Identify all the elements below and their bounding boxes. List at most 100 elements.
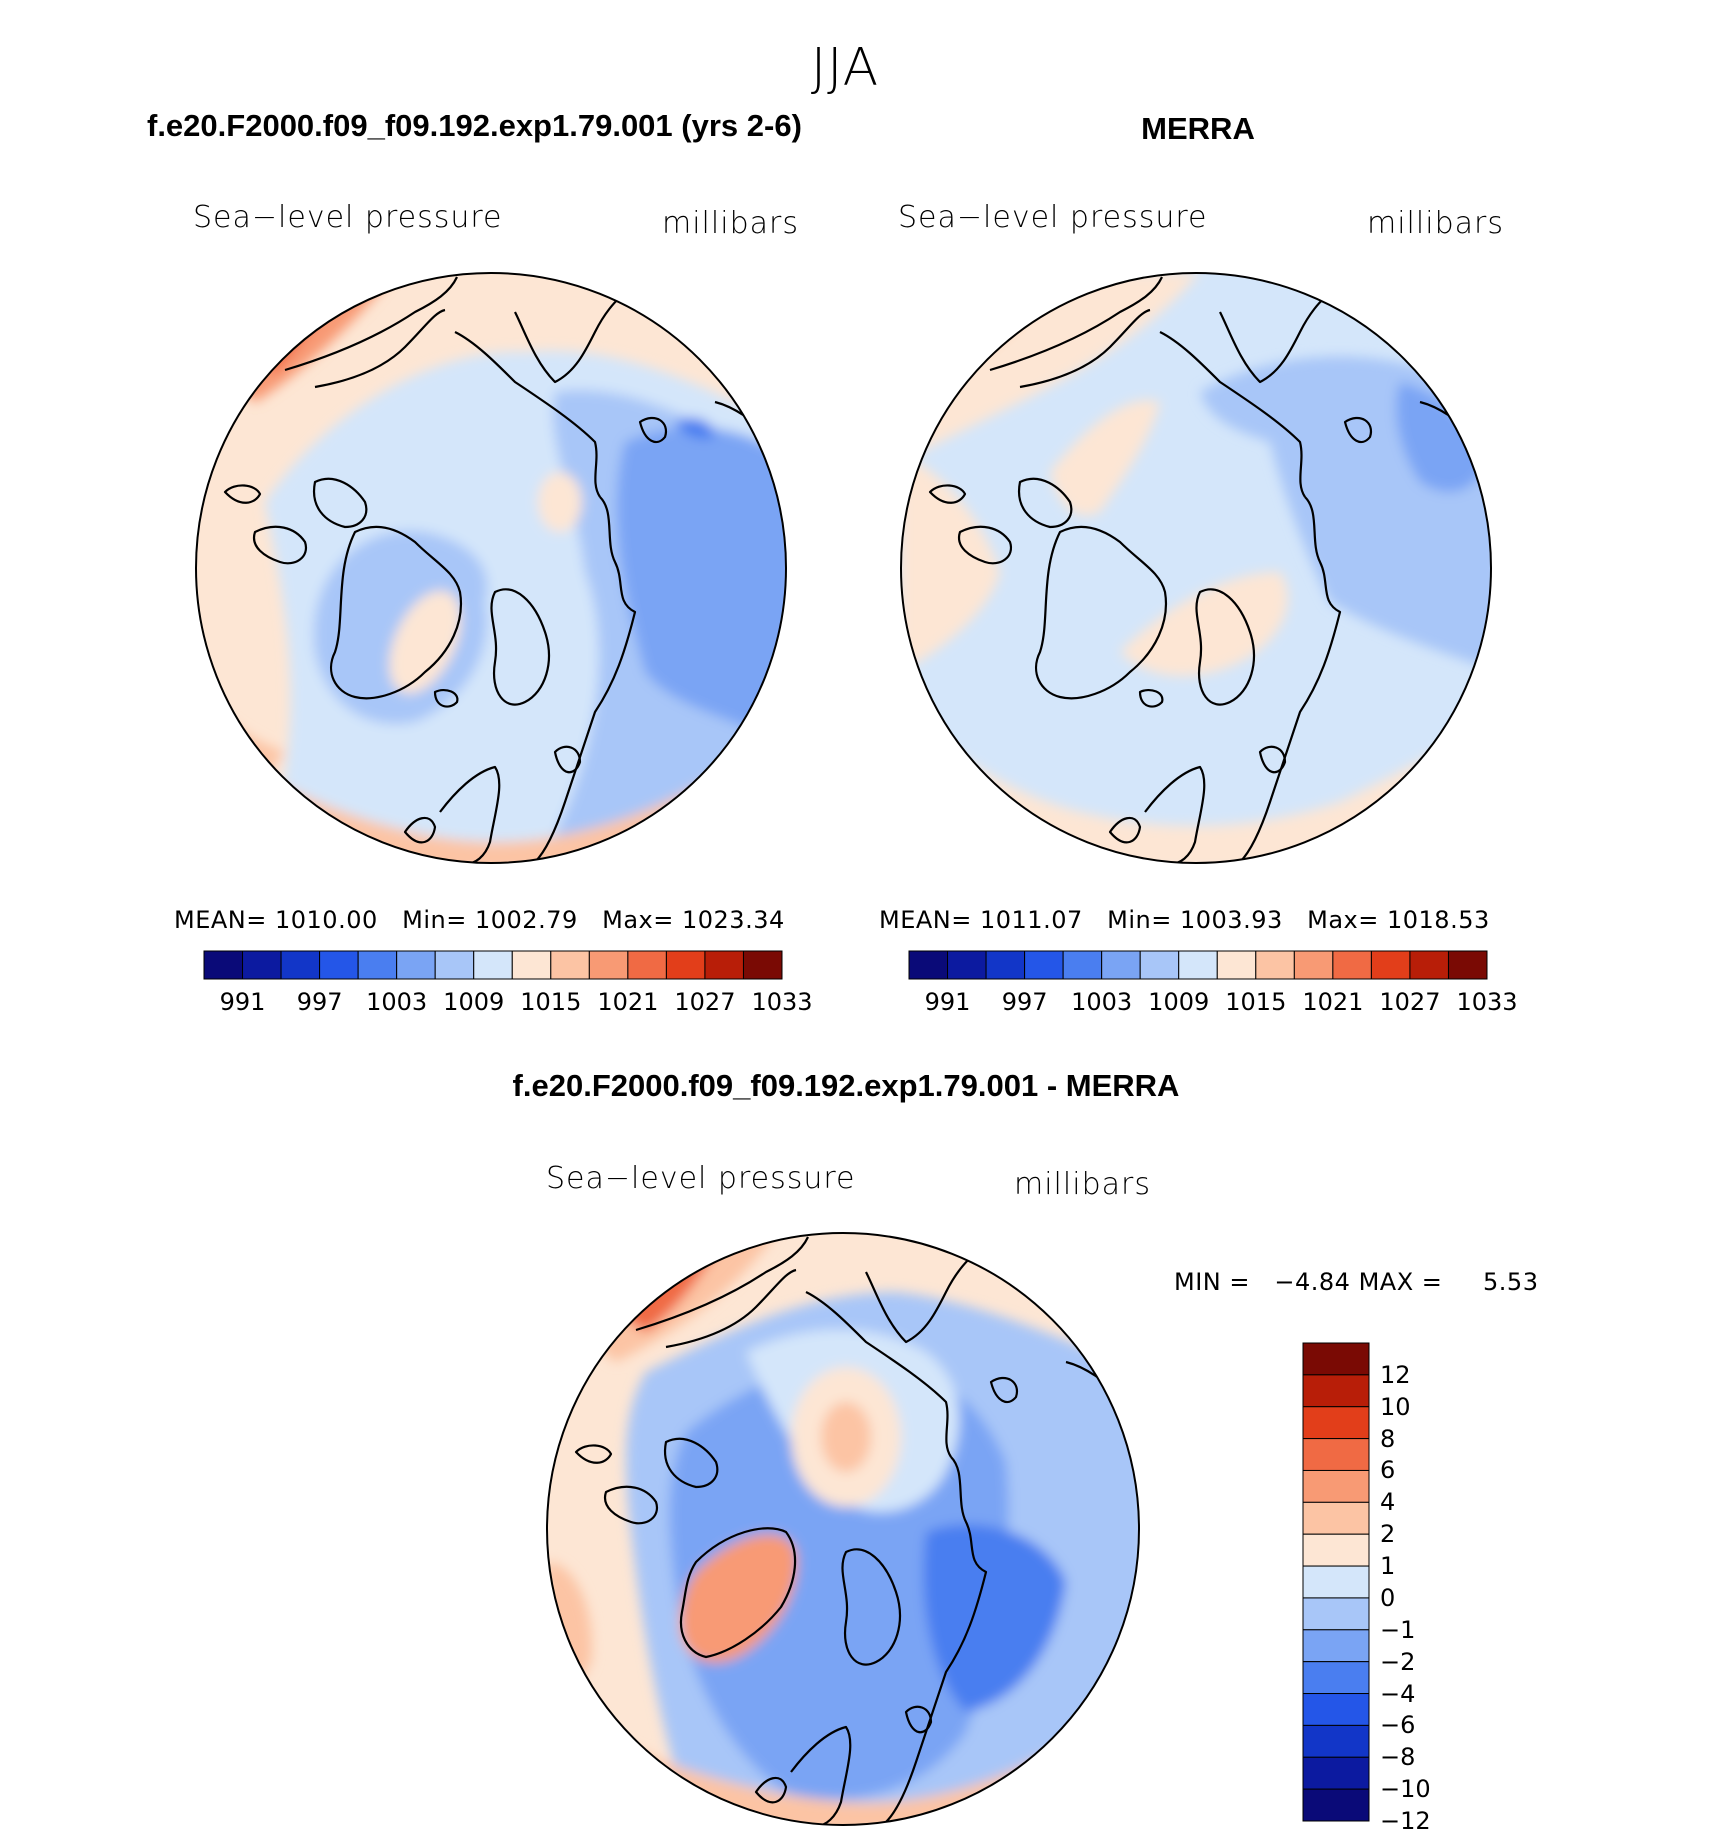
diff-colorbar-ticks: 12 10 8 6 4 2 1 0 −1 −2 −4 −6 −8 −10 −12 xyxy=(1380,1342,1460,1835)
obs-min-label: Min= xyxy=(1107,906,1172,934)
obs-variable-label: Sea−level pressure xyxy=(898,200,1208,235)
model-colorbar-swatch xyxy=(357,950,398,980)
obs-colorbar-tick-label: 997 xyxy=(1001,988,1048,1016)
model-variable-label: Sea−level pressure xyxy=(193,200,503,235)
obs-stats: MEAN= 1011.07 Min= 1003.93 Max= 1018.53 xyxy=(879,906,1490,934)
diff-min-value: −4.84 xyxy=(1274,1268,1351,1296)
diff-colorbar-swatch xyxy=(1302,1342,1370,1376)
diff-colorbar-tick-label: −2 xyxy=(1380,1647,1416,1676)
diff-max-label: MAX = xyxy=(1358,1268,1443,1296)
model-colorbar-swatch xyxy=(704,950,744,980)
model-panel-title: f.e20.F2000.f09_f09.192.exp1.79.001 (yrs… xyxy=(147,108,802,143)
obs-colorbar-swatch xyxy=(1101,950,1141,980)
obs-colorbar-swatch xyxy=(947,950,987,980)
figure-title: JJA xyxy=(810,38,880,98)
model-colorbar-swatch xyxy=(588,950,629,980)
model-colorbar-tick-label: 1027 xyxy=(674,988,736,1016)
diff-colorbar-swatch xyxy=(1302,1661,1370,1695)
diff-colorbar-swatch xyxy=(1302,1597,1370,1631)
diff-colorbar-swatch xyxy=(1302,1469,1370,1503)
model-colorbar-tick-label: 1015 xyxy=(520,988,582,1016)
obs-colorbar-swatch xyxy=(1178,950,1218,980)
model-colorbar-tick-label: 997 xyxy=(296,988,343,1016)
obs-colorbar-swatch xyxy=(908,950,949,980)
diff-colorbar-tick-label: 8 xyxy=(1380,1424,1396,1453)
obs-colorbar-ticks: 991 997 1003 1009 1015 1021 1027 1033 xyxy=(908,988,1518,1018)
model-stats: MEAN= 1010.00 Min= 1002.79 Max= 1023.34 xyxy=(174,906,785,934)
obs-colorbar-swatch xyxy=(985,950,1026,980)
diff-stats: MIN = −4.84 MAX = 5.53 xyxy=(1174,1268,1538,1296)
obs-colorbar-swatch xyxy=(1216,950,1257,980)
model-min-label: Min= xyxy=(402,906,467,934)
model-map-border xyxy=(195,272,787,864)
diff-max-value: 5.53 xyxy=(1483,1268,1539,1296)
diff-colorbar-tick-label: −8 xyxy=(1380,1743,1416,1772)
diff-variable-label: Sea−level pressure xyxy=(546,1161,856,1196)
diff-polar-map xyxy=(546,1232,1140,1826)
diff-min-label: MIN = xyxy=(1174,1268,1250,1296)
diff-units-label: millibars xyxy=(1014,1167,1151,1202)
obs-colorbar-tick-label: 1033 xyxy=(1456,988,1518,1016)
model-colorbar-ticks: 991 997 1003 1009 1015 1021 1027 1033 xyxy=(203,988,813,1018)
diff-colorbar-tick-label: 4 xyxy=(1380,1488,1396,1517)
model-colorbar-swatch xyxy=(203,950,244,980)
obs-mean-label: MEAN= xyxy=(879,906,972,934)
obs-min-value: 1003.93 xyxy=(1179,906,1283,934)
obs-colorbar-swatch xyxy=(1293,950,1334,980)
diff-colorbar-swatch xyxy=(1302,1501,1370,1535)
diff-colorbar-tick-label: −6 xyxy=(1380,1711,1416,1740)
obs-colorbar-tick-label: 1015 xyxy=(1225,988,1287,1016)
obs-max-value: 1018.53 xyxy=(1387,906,1490,934)
model-colorbar-tick-label: 1021 xyxy=(597,988,659,1016)
diff-colorbar-swatch xyxy=(1302,1756,1370,1790)
model-colorbar-swatch xyxy=(319,950,359,980)
diff-colorbar-swatch xyxy=(1302,1724,1370,1758)
model-pressure-field xyxy=(196,273,786,863)
model-colorbar-swatch xyxy=(280,950,321,980)
model-colorbar-swatch xyxy=(396,950,436,980)
obs-map-border xyxy=(900,272,1492,864)
obs-colorbar-swatch xyxy=(1332,950,1372,980)
diff-colorbar-swatch xyxy=(1302,1438,1370,1471)
obs-colorbar-swatch xyxy=(1062,950,1103,980)
obs-colorbar-swatch xyxy=(1139,950,1180,980)
obs-colorbar-tick-label: 1021 xyxy=(1302,988,1364,1016)
model-colorbar-swatch xyxy=(473,950,513,980)
obs-colorbar-tick-label: 1009 xyxy=(1148,988,1210,1016)
obs-pressure-field xyxy=(901,273,1491,863)
model-mean-label: MEAN= xyxy=(174,906,267,934)
diff-colorbar-tick-label: −12 xyxy=(1380,1807,1431,1835)
model-units-label: millibars xyxy=(662,206,799,241)
diff-colorbar-swatch xyxy=(1302,1693,1370,1726)
obs-polar-map xyxy=(900,272,1492,864)
model-colorbar-swatch xyxy=(242,950,282,980)
diff-colorbar-swatch xyxy=(1302,1406,1370,1440)
model-colorbar-swatch xyxy=(550,950,590,980)
diff-colorbar-tick-label: 2 xyxy=(1380,1520,1396,1549)
model-min-value: 1002.79 xyxy=(474,906,578,934)
obs-colorbar-tick-label: 991 xyxy=(924,988,971,1016)
model-colorbar-tick-label: 1009 xyxy=(443,988,505,1016)
diff-colorbar-swatch xyxy=(1302,1374,1370,1408)
model-colorbar-swatch xyxy=(665,950,706,980)
model-colorbar-tick-label: 991 xyxy=(219,988,266,1016)
obs-colorbar-swatch xyxy=(1255,950,1295,980)
model-colorbar xyxy=(203,950,783,980)
model-colorbar-swatch xyxy=(742,950,783,980)
obs-colorbar-tick-label: 1027 xyxy=(1379,988,1441,1016)
model-max-value: 1023.34 xyxy=(682,906,785,934)
model-colorbar-swatch xyxy=(627,950,667,980)
diff-map-border xyxy=(546,1232,1140,1826)
obs-colorbar xyxy=(908,950,1488,980)
obs-colorbar-swatch xyxy=(1447,950,1488,980)
diff-colorbar-swatch xyxy=(1302,1788,1370,1822)
diff-colorbar-swatch xyxy=(1302,1629,1370,1663)
obs-units-label: millibars xyxy=(1367,206,1504,241)
diff-panel-title: f.e20.F2000.f09_f09.192.exp1.79.001 - ME… xyxy=(512,1068,1180,1103)
diff-colorbar-swatch xyxy=(1302,1533,1370,1567)
diff-pressure-field xyxy=(547,1233,1139,1825)
obs-colorbar-swatch xyxy=(1409,950,1449,980)
diff-colorbar-tick-label: 0 xyxy=(1380,1583,1396,1612)
diff-colorbar-tick-label: −4 xyxy=(1380,1679,1416,1708)
obs-colorbar-swatch xyxy=(1024,950,1064,980)
